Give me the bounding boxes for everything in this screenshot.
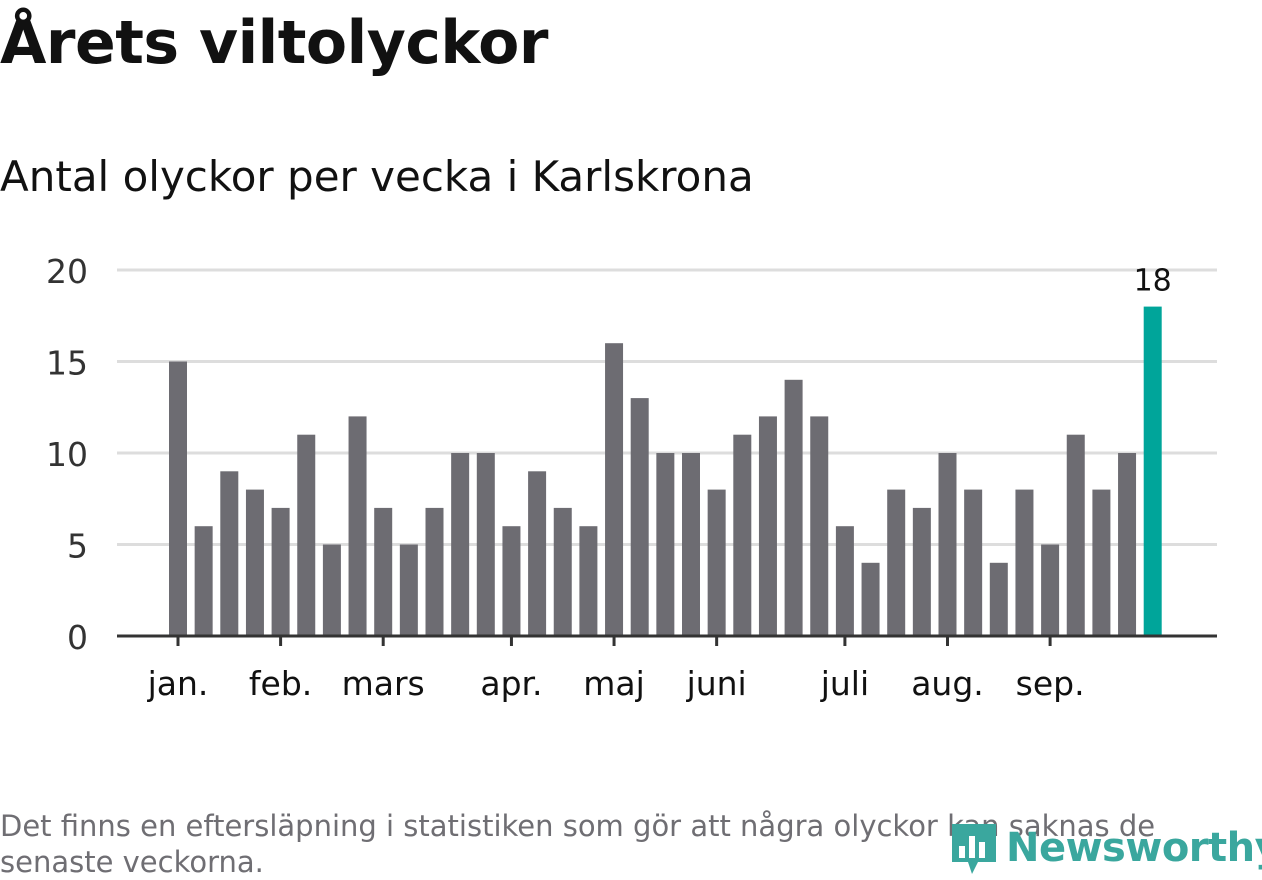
bar-chart: 0 5 10 15 20 jan. feb. mars apr. maj juni juli aug.…	[46, 252, 1217, 703]
bar	[938, 453, 957, 636]
bar	[194, 526, 213, 636]
y-axis-ticks: 0 5 10 15 20	[46, 252, 88, 657]
bar	[733, 434, 752, 636]
bar	[605, 343, 624, 636]
bar	[553, 507, 572, 636]
bar	[861, 562, 880, 636]
bar	[245, 489, 264, 636]
data-label-latest: 18	[1134, 264, 1172, 299]
bar	[297, 434, 316, 636]
bar	[502, 526, 521, 636]
x-tick-label: juli	[820, 664, 869, 703]
bar	[1041, 544, 1060, 636]
y-tick-label: 0	[67, 618, 88, 657]
x-tick-label: feb.	[249, 664, 312, 703]
x-axis-ticks: jan. feb. mars apr. maj juni juli aug. sep.	[147, 636, 1085, 703]
bar	[271, 507, 290, 636]
bar	[322, 544, 341, 636]
x-tick-label: sep.	[1016, 664, 1085, 703]
bar	[810, 416, 829, 636]
bar	[656, 453, 675, 636]
bar	[169, 361, 187, 636]
bar	[835, 526, 854, 636]
y-tick-label: 20	[46, 252, 88, 291]
x-tick-label: aug.	[911, 664, 984, 703]
bar	[707, 489, 726, 636]
bar	[348, 416, 367, 636]
x-tick-label: juni	[686, 664, 747, 703]
bar	[912, 507, 931, 636]
x-tick-label: jan.	[147, 664, 209, 703]
bar	[476, 453, 495, 636]
bar	[964, 489, 983, 636]
bars	[169, 306, 1162, 636]
bar	[451, 453, 470, 636]
bar	[887, 489, 906, 636]
chart-subtitle: Antal olyckor per vecka i Karlskrona	[0, 152, 754, 201]
bar	[528, 471, 547, 636]
x-tick-label: mars	[342, 664, 425, 703]
x-tick-label: apr.	[480, 664, 542, 703]
y-tick-label: 10	[46, 435, 88, 474]
y-tick-label: 15	[46, 344, 88, 383]
bar	[630, 398, 649, 636]
bar	[220, 471, 239, 636]
bar	[399, 544, 418, 636]
bar	[784, 379, 803, 636]
bar	[1066, 434, 1085, 636]
bar	[758, 416, 777, 636]
bar	[1092, 489, 1111, 636]
newsworthy-logo-icon	[952, 824, 996, 874]
chart-title: Årets viltolyckor	[0, 8, 549, 78]
bar	[374, 507, 393, 636]
x-tick-label: maj	[583, 664, 645, 703]
bar	[1015, 489, 1034, 636]
newsworthy-logo-text: Newsworthy	[1006, 825, 1262, 871]
bar	[425, 507, 444, 636]
bar	[1118, 453, 1137, 636]
newsworthy-logo: Newsworthy	[948, 818, 1262, 878]
bar	[579, 526, 598, 636]
bar	[989, 562, 1008, 636]
y-tick-label: 5	[67, 527, 88, 566]
bar	[682, 453, 700, 636]
data-labels: 18	[1134, 264, 1172, 299]
bar-highlight	[1143, 306, 1162, 636]
